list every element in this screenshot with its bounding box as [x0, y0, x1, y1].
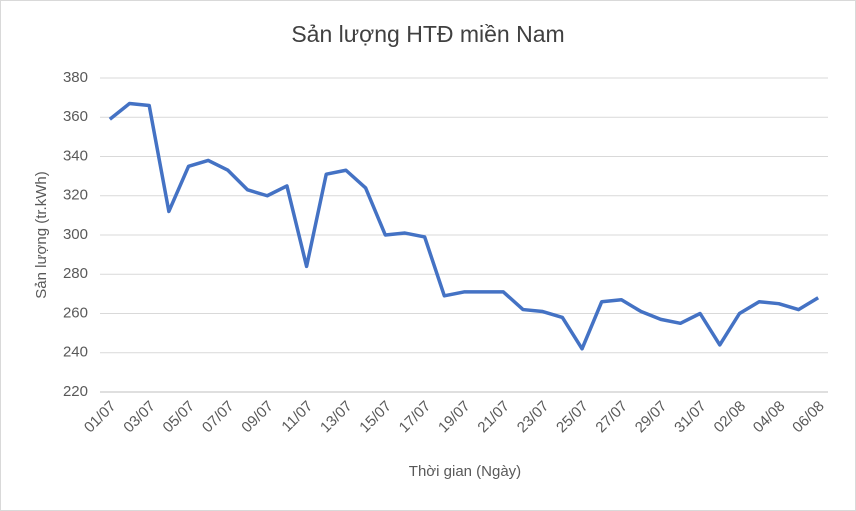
y-tick-label: 280 — [63, 265, 88, 282]
y-tick-label: 340 — [63, 147, 88, 164]
x-axis-label: Thời gian (Ngày) — [409, 463, 521, 480]
y-axis-label: Sản lượng (tr.kWh) — [33, 171, 50, 298]
y-tick-label: 240 — [63, 344, 88, 361]
data-line — [108, 101, 820, 351]
y-tick-label: 260 — [63, 304, 88, 321]
y-tick-label: 360 — [63, 108, 88, 125]
chart-title: Sản lượng HTĐ miền Nam — [291, 21, 564, 47]
y-tick-label: 300 — [63, 226, 88, 243]
y-tick-label: 220 — [63, 383, 88, 400]
y-tick-label: 320 — [63, 187, 88, 204]
y-tick-label: 380 — [63, 69, 88, 86]
